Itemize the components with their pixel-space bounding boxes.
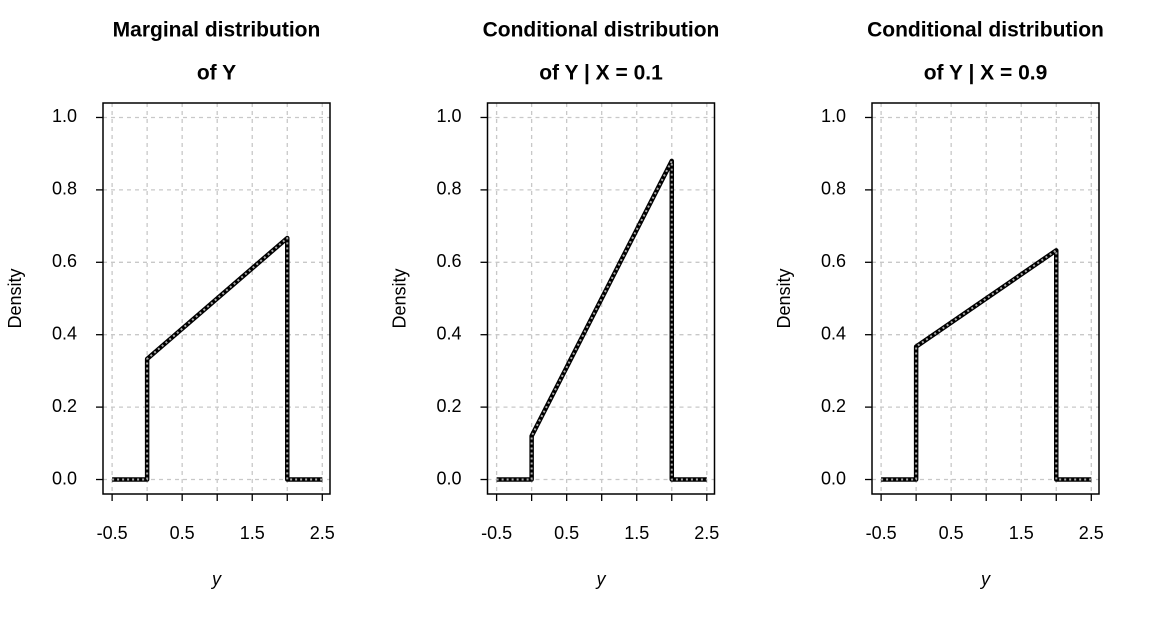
x-axis-label: y — [210, 569, 222, 589]
y-tick-label: 0.4 — [436, 323, 461, 343]
y-tick-label: 0.0 — [821, 468, 846, 488]
x-tick-label: 0.5 — [939, 523, 964, 543]
y-tick-label: 0.0 — [436, 468, 461, 488]
y-tick-label: 0.2 — [52, 396, 77, 416]
y-tick-label: 0.0 — [52, 468, 77, 488]
chart-title: of Y — [197, 62, 236, 85]
x-tick-label: 1.5 — [1009, 523, 1034, 543]
x-tick-label: 0.5 — [554, 523, 579, 543]
density-line — [496, 159, 707, 481]
y-axis-label: Density — [5, 268, 25, 328]
x-tick-label: 2.5 — [1079, 523, 1104, 543]
x-tick-label: -0.5 — [866, 523, 897, 543]
chart-title: Marginal distribution — [113, 19, 321, 42]
y-tick-label: 1.0 — [52, 106, 77, 126]
y-tick-label: 0.6 — [436, 251, 461, 271]
y-tick-label: 0.2 — [436, 396, 461, 416]
plot-frame — [486, 102, 716, 495]
x-tick-label: 2.5 — [310, 523, 335, 543]
x-axis-label: y — [595, 569, 607, 589]
y-tick-label: 0.8 — [52, 179, 77, 199]
plot-frame — [871, 102, 1100, 495]
panel: Marginal distribution of Y 0.0 0.2 0.4 0.6 0.8… — [5, 19, 335, 589]
y-axis-label: Density — [389, 268, 409, 328]
chart-title: Conditional distribution — [867, 19, 1104, 42]
chart-title: of Y | X = 0.1 — [539, 62, 663, 85]
y-tick-label: 0.8 — [821, 179, 846, 199]
density-line — [881, 248, 1092, 482]
x-tick-label: 1.5 — [240, 523, 265, 543]
y-tick-label: 0.2 — [821, 396, 846, 416]
x-axis-label: y — [979, 569, 991, 589]
y-tick-label: 0.4 — [821, 323, 846, 343]
y-tick-label: 1.0 — [436, 106, 461, 126]
x-tick-label: 1.5 — [624, 523, 649, 543]
y-tick-label: 0.8 — [436, 179, 461, 199]
x-tick-label: 0.5 — [170, 523, 195, 543]
density-line — [112, 235, 323, 482]
y-tick-label: 0.4 — [52, 323, 77, 343]
panel: Conditional distribution of Y | X = 0.1 0.… — [389, 19, 719, 589]
panel: Conditional distribution of Y | X = 0.9 0.… — [774, 19, 1104, 589]
chart-title: Conditional distribution — [483, 19, 720, 42]
chart-title: of Y | X = 0.9 — [924, 62, 1048, 85]
y-tick-label: 1.0 — [821, 106, 846, 126]
x-tick-label: -0.5 — [481, 523, 512, 543]
x-tick-label: -0.5 — [97, 523, 128, 543]
y-tick-label: 0.6 — [821, 251, 846, 271]
y-tick-label: 0.6 — [52, 251, 77, 271]
density-line — [881, 249, 1092, 481]
y-axis-label: Density — [774, 268, 794, 328]
plot-frame — [102, 102, 331, 495]
x-tick-label: 2.5 — [694, 523, 719, 543]
